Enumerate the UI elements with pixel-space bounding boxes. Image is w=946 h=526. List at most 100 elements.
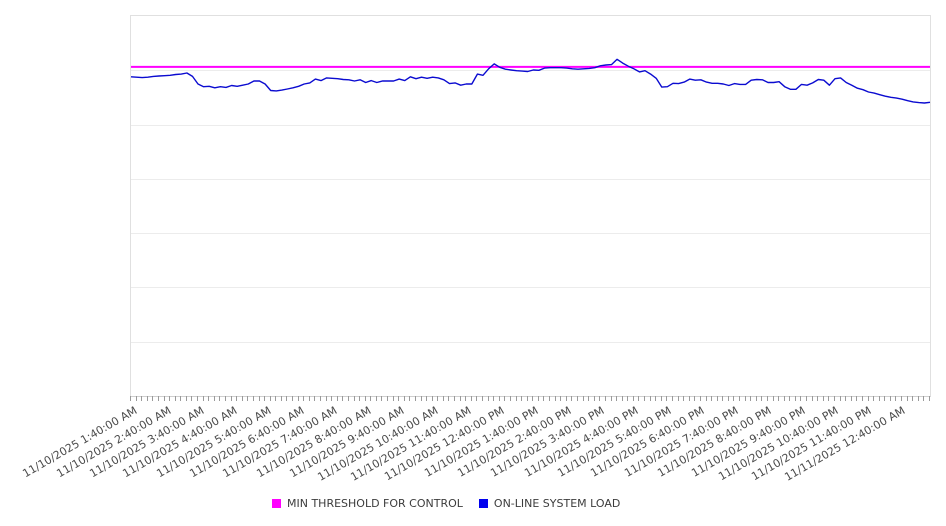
- x-axis-minor-tick: [839, 396, 841, 401]
- x-axis-minor-tick: [822, 396, 824, 401]
- x-axis-minor-tick: [828, 396, 830, 401]
- x-axis-minor-tick: [252, 396, 254, 401]
- x-axis-minor-tick: [549, 396, 551, 401]
- x-axis-minor-tick: [845, 396, 847, 401]
- x-axis-minor-tick: [694, 396, 696, 401]
- x-axis-minor-tick: [800, 396, 802, 401]
- system-load-line: [130, 58, 931, 104]
- x-axis-minor-tick: [627, 396, 629, 401]
- x-axis-minor-tick: [437, 396, 439, 401]
- x-axis-ticks: [130, 396, 931, 402]
- x-axis-minor-tick: [230, 396, 232, 401]
- x-axis-minor-tick: [504, 396, 506, 401]
- x-axis-minor-tick: [169, 396, 171, 401]
- x-axis-minor-tick: [420, 396, 422, 401]
- x-axis-minor-tick: [135, 396, 137, 401]
- x-axis-minor-tick: [157, 396, 159, 401]
- x-axis-minor-tick: [705, 396, 707, 401]
- x-axis-minor-tick: [722, 396, 724, 401]
- x-axis-minor-tick: [733, 396, 735, 401]
- x-axis-labels: 11/10/2025 1:40:00 AM 11/10/2025 2:40:00 …: [21, 397, 931, 487]
- x-axis-minor-tick: [543, 396, 545, 401]
- x-axis-minor-tick: [929, 396, 930, 401]
- x-axis-minor-tick: [292, 396, 294, 401]
- x-axis-minor-tick: [861, 396, 863, 401]
- x-axis-minor-tick: [688, 396, 690, 401]
- legend-item-system-load: ON-LINE SYSTEM LOAD: [478, 497, 621, 510]
- x-axis-minor-tick: [426, 396, 428, 401]
- x-axis-minor-tick: [616, 396, 618, 401]
- x-axis-minor-tick: [571, 396, 573, 401]
- x-axis-minor-tick: [850, 396, 852, 401]
- x-axis-minor-tick: [264, 396, 266, 401]
- x-axis-minor-tick: [476, 396, 478, 401]
- x-axis-minor-tick: [817, 396, 819, 401]
- x-axis-minor-tick: [493, 396, 495, 401]
- x-axis-minor-tick: [906, 396, 908, 401]
- x-axis-minor-tick: [241, 396, 243, 401]
- x-axis-minor-tick: [454, 396, 456, 401]
- x-axis-minor-tick: [521, 396, 523, 401]
- x-axis-minor-tick: [699, 396, 701, 401]
- x-axis-minor-tick: [470, 396, 472, 401]
- x-axis-minor-tick: [375, 396, 377, 401]
- x-axis-minor-tick: [671, 396, 673, 401]
- x-axis-minor-tick: [778, 396, 780, 401]
- x-axis-minor-tick: [180, 396, 182, 401]
- x-axis-minor-tick: [834, 396, 835, 401]
- x-axis-minor-tick: [258, 396, 260, 401]
- min-threshold-legend-label: MIN THRESHOLD FOR CONTROL: [287, 497, 463, 510]
- x-axis-minor-tick: [498, 396, 500, 401]
- x-axis-minor-tick: [197, 396, 199, 401]
- x-axis-minor-tick: [353, 396, 355, 401]
- x-axis-minor-tick: [152, 396, 154, 401]
- x-axis-minor-tick: [336, 396, 338, 401]
- x-axis-minor-tick: [275, 396, 277, 401]
- x-axis-minor-tick: [331, 396, 333, 401]
- x-axis-minor-tick: [683, 396, 685, 401]
- x-axis-minor-tick: [202, 396, 204, 401]
- x-axis-minor-tick: [912, 396, 914, 401]
- x-axis-minor-tick: [314, 396, 316, 401]
- x-axis-minor-tick: [526, 396, 528, 401]
- x-axis-minor-tick: [766, 396, 768, 401]
- plot-area: [130, 15, 931, 397]
- x-axis-minor-tick: [219, 396, 221, 401]
- x-axis-minor-tick: [247, 396, 249, 401]
- min-threshold-swatch-icon: [272, 499, 281, 508]
- x-axis-minor-tick: [604, 396, 606, 401]
- x-axis-minor-tick: [811, 396, 813, 401]
- x-axis-minor-tick: [280, 396, 282, 401]
- x-axis-minor-tick: [593, 396, 595, 401]
- x-axis-minor-tick: [286, 396, 288, 401]
- x-axis-minor-tick: [677, 396, 679, 401]
- x-axis-minor-tick: [621, 396, 623, 401]
- x-axis-minor-tick: [610, 396, 612, 401]
- x-axis-minor-tick: [303, 396, 305, 401]
- system-load-legend-label: ON-LINE SYSTEM LOAD: [493, 497, 621, 510]
- x-axis-minor-tick: [783, 396, 785, 401]
- x-axis-minor-tick: [716, 396, 718, 401]
- x-axis-minor-tick: [576, 396, 578, 401]
- x-axis-minor-tick: [901, 396, 903, 401]
- x-axis-minor-tick: [185, 396, 187, 401]
- x-axis-minor-tick: [806, 396, 808, 401]
- x-axis-minor-tick: [347, 396, 349, 401]
- x-axis-minor-tick: [789, 396, 791, 401]
- x-axis-minor-tick: [146, 396, 148, 401]
- x-axis-minor-tick: [666, 396, 668, 401]
- x-axis-minor-tick: [649, 396, 651, 401]
- x-axis-minor-tick: [370, 396, 372, 401]
- x-axis-minor-tick: [174, 396, 176, 401]
- x-axis-minor-tick: [565, 396, 567, 401]
- x-axis-minor-tick: [392, 396, 394, 401]
- x-axis-minor-tick: [588, 396, 590, 401]
- x-axis-minor-tick: [224, 396, 226, 401]
- gridline: [131, 178, 930, 180]
- gridline: [131, 341, 930, 343]
- x-axis-minor-tick: [515, 396, 517, 401]
- x-axis-minor-tick: [638, 396, 640, 401]
- x-axis-minor-tick: [772, 396, 774, 401]
- x-axis-minor-tick: [387, 396, 389, 401]
